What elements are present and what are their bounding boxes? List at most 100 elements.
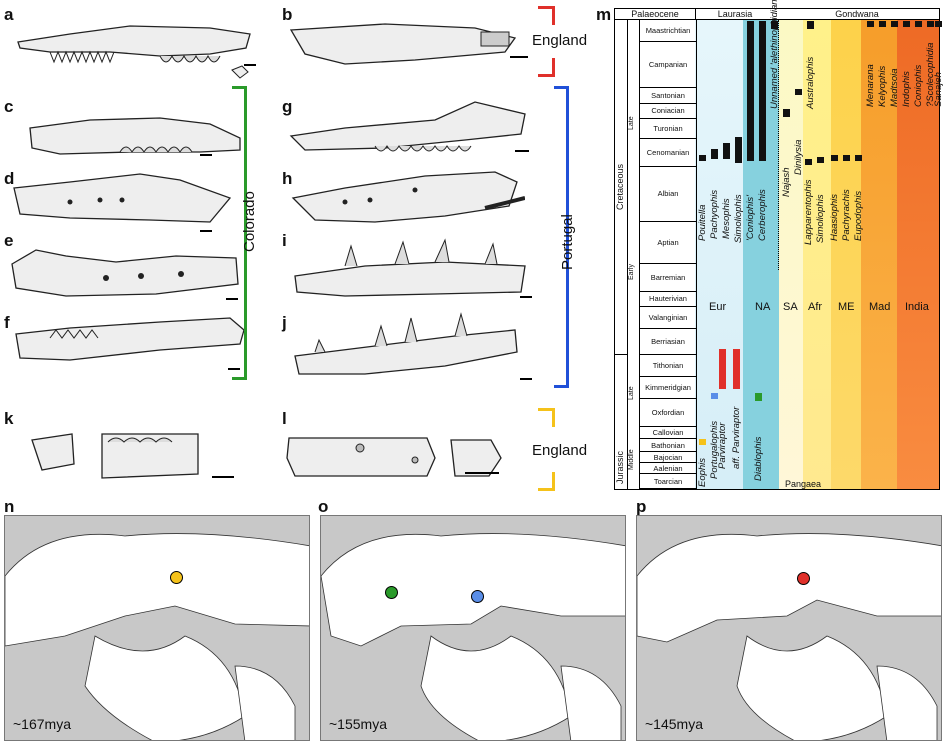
stage-toarcian: Toarcian (640, 474, 696, 489)
stage-cenomanian: Cenomanian (640, 139, 696, 167)
geologic-time-chart: Palaeocene Laurasia Gondwana Maastrichti… (614, 0, 944, 490)
map-age-155: ~155mya (329, 716, 387, 732)
range-bar-24 (915, 21, 922, 27)
stage-bajocian: Bajocian (640, 452, 696, 464)
fossil-jaw-d (13, 173, 232, 223)
panel-label-h: h (282, 169, 293, 188)
taxon-name-13: Dinilysia (793, 139, 804, 175)
stage-tithonian: Tithonian (640, 355, 696, 378)
taxon-name-6: Pachyophis (709, 189, 720, 239)
scale-bar-g (515, 150, 529, 152)
panel-label-d: d (4, 169, 15, 188)
taxon-name-21: Kelyophis (877, 65, 888, 107)
range-bar-11 (771, 21, 778, 29)
range-bar-0 (699, 439, 706, 445)
period-cretaceous-label: Cretaceous (615, 163, 625, 210)
taxon-name-23: Indophis (901, 71, 912, 107)
palaeomap-145mya: ~145mya (636, 515, 942, 741)
bracket-england-bottom-upper (538, 408, 555, 427)
panel-label-e: e (4, 231, 14, 250)
region-label-sa: SA (783, 301, 798, 313)
range-bar-14 (807, 21, 814, 29)
range-bar-2 (719, 349, 726, 389)
fossil-jaw-b (289, 23, 517, 65)
taxon-name-26: Sanajeh (933, 72, 944, 107)
range-bar-3 (733, 349, 740, 389)
epoch-column: Late Early Late Middle (627, 20, 639, 489)
panel-label-k: k (4, 409, 14, 428)
range-bar-6 (711, 149, 718, 159)
scale-bar-e (226, 298, 238, 300)
range-bar-19 (855, 155, 862, 161)
panel-label-b: b (282, 5, 293, 24)
fossil-jaw-l (286, 437, 502, 477)
region-label-na: NA (755, 301, 771, 313)
taxon-name-8: Simoliophis (733, 194, 744, 243)
panel-label-l: l (282, 409, 287, 428)
fossil-jaw-g (289, 101, 526, 152)
pangaea-label: Pangaea (785, 479, 822, 489)
panel-label-a: a (4, 5, 14, 24)
period-jurassic-label: Jurassic (615, 450, 625, 484)
stage-turonian: Turonian (640, 119, 696, 140)
stage-barremian: Barremian (640, 264, 696, 292)
panel-label-o: o (318, 497, 329, 516)
bracket-england-top-lower (538, 58, 555, 77)
stage-valanginian: Valanginian (640, 307, 696, 330)
region-label-afr: Afr (808, 301, 823, 313)
map-landmass (5, 533, 309, 740)
epoch-early-cretaceous: Early (628, 264, 635, 280)
fossil-jaw-e (11, 249, 239, 297)
map-landmass (637, 533, 941, 740)
map-age-167: ~167mya (13, 716, 71, 732)
region-afr-bg (803, 20, 831, 489)
palaeomap-155mya: ~155mya (320, 515, 626, 741)
epoch-late-jurassic: Late (628, 386, 635, 400)
range-bar-23 (903, 21, 910, 27)
taxon-name-5: Pouitella (697, 204, 708, 241)
range-bar-17 (831, 155, 838, 161)
taxon-name-12: Najash (781, 167, 792, 197)
location-england-top: England (532, 32, 588, 49)
fossil-jaw-f (15, 317, 245, 361)
region-india-bg (897, 20, 939, 489)
header-palaeocene: Palaeocene (615, 9, 696, 20)
taxon-name-20: Menarana (865, 64, 876, 107)
epoch-late-cretaceous: Late (628, 116, 635, 130)
stage-column: Maastrichtian Campanian Santonian Coniacian… (639, 20, 697, 489)
region-me-bg (831, 20, 861, 489)
range-bar-26 (935, 21, 942, 27)
range-bar-15 (805, 159, 812, 165)
range-bar-5 (699, 155, 706, 161)
taxon-name-7: Mesophis (721, 198, 732, 239)
bracket-portugal (554, 86, 569, 388)
taxon-name-9: 'Coniophis' (745, 195, 756, 241)
taxon-name-18: Pachyrachis (841, 189, 852, 241)
scale-bar-d (200, 230, 212, 232)
palaeomap-167mya: ~167mya (4, 515, 310, 741)
taxon-name-17: Haasiophis (829, 194, 840, 241)
fossil-jaw-j (294, 312, 518, 375)
header-laurasia: Laurasia (695, 9, 775, 20)
region-label-me: ME (838, 301, 855, 313)
period-cretaceous: Cretaceous (615, 20, 628, 355)
stage-callovian: Callovian (640, 427, 696, 440)
range-bar-1 (711, 393, 718, 399)
scale-bar-f (228, 368, 240, 370)
region-eur-bg (695, 20, 743, 489)
stage-campanian: Campanian (640, 42, 696, 88)
region-divider (778, 20, 779, 270)
range-bar-25 (927, 21, 934, 27)
bracket-england-bottom-lower (538, 472, 555, 491)
taxon-name-4: Diablophis (753, 436, 764, 481)
panel-label-p: p (636, 497, 647, 516)
panel-label-c: c (4, 97, 14, 116)
stage-aptian: Aptian (640, 222, 696, 265)
range-bar-20 (867, 21, 874, 27)
range-bar-9 (747, 21, 754, 161)
range-bar-12 (783, 109, 790, 117)
fossil-jaw-i (294, 238, 526, 297)
scale-bar-l (465, 472, 499, 474)
scale-bar-j (520, 378, 532, 380)
stage-oxfordian: Oxfordian (640, 399, 696, 427)
